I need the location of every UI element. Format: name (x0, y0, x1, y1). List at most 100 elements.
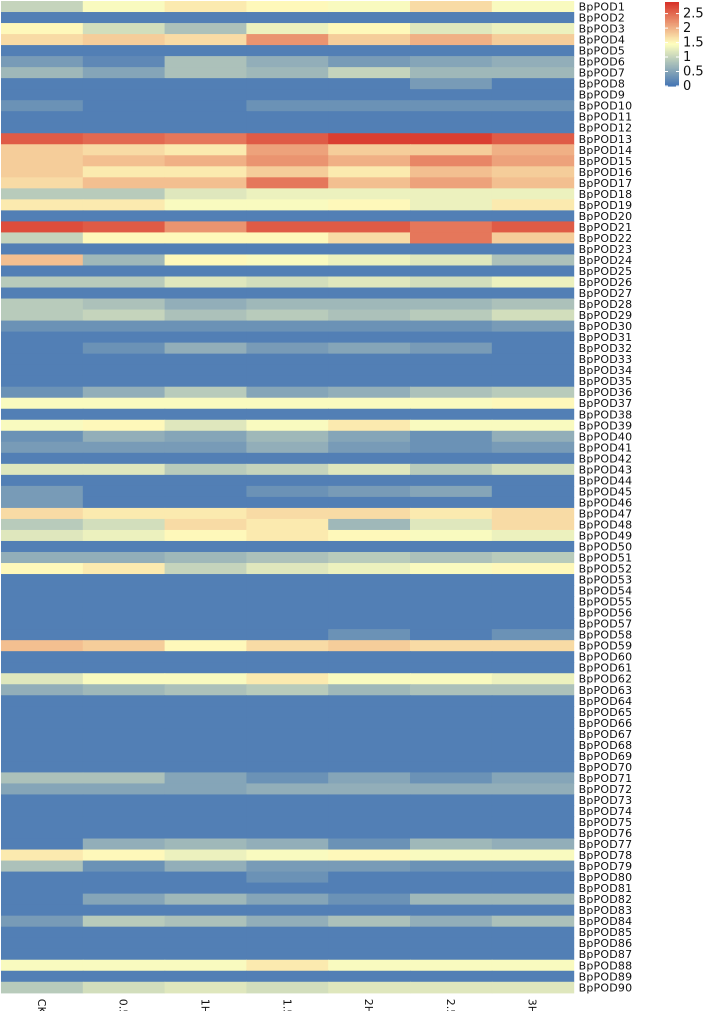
heatmap-cell (164, 89, 247, 101)
heatmap-cell (82, 155, 166, 167)
heatmap-cell (328, 375, 411, 388)
colorbar-segment (665, 21, 679, 24)
heatmap-cell (1, 816, 84, 829)
heatmap-cell (1, 89, 84, 101)
heatmap-cell (1, 563, 84, 575)
heatmap-cell (246, 364, 329, 377)
heatmap-cell (410, 563, 493, 575)
column-label: 1.5H (280, 999, 293, 1011)
row-label: BpPOD77 (579, 838, 633, 851)
row-label: BpPOD47 (579, 507, 633, 520)
row-label: BpPOD20 (579, 210, 633, 223)
heatmap-cell (246, 893, 329, 906)
colorbar-segment (665, 77, 679, 80)
heatmap-cell (164, 816, 247, 829)
heatmap-cell (82, 309, 166, 322)
heatmap-cell (164, 122, 247, 134)
row-label: BpPOD24 (579, 254, 633, 267)
heatmap-cell (491, 100, 575, 112)
heatmap-cell (328, 243, 411, 256)
heatmap-cell (1, 375, 84, 388)
colorbar-segment (665, 11, 679, 14)
heatmap-cell (328, 452, 411, 465)
heatmap-cell (491, 56, 575, 68)
row-label: BpPOD9 (579, 89, 626, 102)
heatmap-cell (164, 78, 247, 90)
heatmap-cell (491, 199, 575, 211)
heatmap-cell (164, 1, 247, 13)
heatmap-cell (410, 309, 493, 322)
row-label: BpPOD75 (579, 816, 633, 829)
heatmap-cell (410, 728, 493, 740)
heatmap-cell (82, 695, 166, 707)
heatmap-cell (491, 717, 575, 729)
colorbar-tick-label: 0 (683, 79, 691, 94)
heatmap-cell (164, 739, 247, 751)
heatmap-cell (1, 419, 84, 432)
heatmap-cell (328, 309, 411, 322)
colorbar-segment (665, 37, 679, 39)
heatmap-cell (246, 805, 329, 818)
row-label: BpPOD22 (579, 232, 633, 245)
heatmap-cell (246, 210, 329, 222)
heatmap-cell (246, 67, 329, 79)
heatmap-cell (491, 596, 575, 608)
heatmap-cell (82, 706, 166, 718)
heatmap-cell (246, 783, 329, 796)
heatmap-cell (164, 761, 247, 773)
row-label: BpPOD68 (579, 739, 633, 752)
heatmap-cell (491, 67, 575, 79)
heatmap-cell (410, 529, 493, 542)
row-label: BpPOD53 (579, 574, 633, 587)
colorbar-segment (665, 32, 679, 35)
heatmap-cell (164, 783, 247, 796)
heatmap-cell (328, 56, 411, 68)
heatmap-cell (410, 34, 493, 46)
heatmap-cell (164, 133, 247, 145)
colorbar-segment (665, 38, 679, 41)
heatmap-cell (328, 45, 411, 57)
heatmap-cell (164, 860, 247, 873)
heatmap-cell (82, 662, 166, 674)
colorbar-tick-label: 2.5 (683, 7, 704, 22)
heatmap-cell (164, 849, 247, 862)
heatmap-cell (164, 419, 247, 432)
colorbar-segment (665, 65, 679, 67)
heatmap-cell (164, 629, 247, 641)
heatmap-cell (164, 596, 247, 608)
heatmap-cell (82, 188, 166, 200)
heatmap-cell (1, 188, 84, 200)
heatmap-cell (328, 320, 411, 333)
heatmap-cell (328, 596, 411, 608)
heatmap-cell (491, 838, 575, 851)
colorbar-segment (665, 48, 679, 51)
row-label: BpPOD37 (579, 397, 633, 410)
heatmap-cell (246, 540, 329, 553)
heatmap-cell (328, 342, 411, 355)
row-label: BpPOD80 (579, 871, 633, 884)
heatmap-cell (410, 496, 493, 509)
heatmap-cell (491, 937, 575, 950)
heatmap-cell (410, 629, 493, 641)
heatmap-cell (410, 673, 493, 685)
row-label: BpPOD84 (579, 915, 633, 928)
heatmap-cell (328, 794, 411, 807)
heatmap-cell (1, 34, 84, 46)
heatmap-cell (82, 342, 166, 355)
heatmap-cell (82, 199, 166, 211)
heatmap-cell (1, 871, 84, 884)
heatmap-cell (82, 452, 166, 465)
heatmap-cell (491, 695, 575, 707)
heatmap-cell (328, 673, 411, 685)
heatmap-cell (82, 320, 166, 333)
heatmap-cell (246, 948, 329, 961)
heatmap-cell (164, 574, 247, 586)
heatmap-cell (491, 364, 575, 377)
heatmap-cell (328, 695, 411, 707)
heatmap-cell (328, 849, 411, 862)
heatmap-cell (82, 816, 166, 829)
heatmap-cell (82, 518, 166, 531)
row-label: BpPOD61 (579, 662, 633, 675)
row-label: BpPOD50 (579, 541, 633, 554)
colorbar-segment (665, 83, 679, 86)
